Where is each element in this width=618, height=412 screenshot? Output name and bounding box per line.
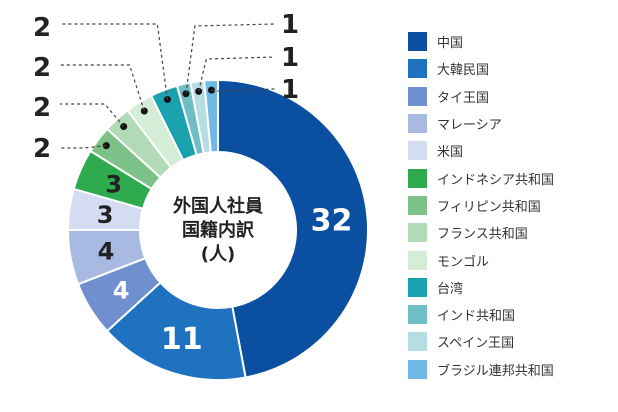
legend-item-7: フィリピン共和国	[408, 192, 613, 219]
legend-label: スペイン王国	[437, 336, 515, 352]
value-label-5: 3	[97, 201, 114, 229]
legend-label: 大韓民国	[437, 63, 490, 79]
value-label-8: 2	[33, 93, 51, 123]
legend-label: 台湾	[437, 281, 464, 297]
slice-13	[203, 78, 219, 154]
legend-item-10: 台湾	[408, 274, 613, 301]
value-label-12: 1	[281, 43, 299, 73]
legend-label: インド共和国	[437, 309, 516, 325]
legend-label: 米国	[437, 145, 464, 161]
legend-swatch	[408, 168, 427, 188]
value-label-2: 11	[161, 322, 203, 357]
donut-slices	[66, 78, 369, 381]
legend-label: ブラジル連邦共和国	[437, 363, 554, 379]
legend-label: フランス共和国	[437, 227, 528, 243]
legend-swatch	[408, 359, 427, 379]
value-label-4: 4	[98, 238, 115, 266]
legend-swatch	[408, 114, 427, 134]
legend-swatch	[408, 195, 427, 215]
leader-line-13	[211, 88, 276, 92]
legend-item-5: 米国	[408, 137, 613, 164]
center-title-line-2: 国籍内訳	[182, 219, 255, 241]
legend-item-2: 大韓民国	[408, 55, 613, 82]
legend-swatch	[408, 141, 427, 161]
legend-swatch	[408, 305, 427, 325]
leader-line-12	[198, 56, 276, 92]
legend-swatch	[408, 332, 427, 352]
legend-label: インドネシア共和国	[437, 172, 555, 188]
value-label-10: 2	[33, 13, 51, 43]
legend-item-11: インド共和国	[408, 301, 613, 328]
legend-label: 中国	[437, 36, 464, 52]
legend-item-12: スペイン王国	[408, 328, 613, 355]
leader-dot-8	[120, 123, 128, 131]
legend-swatch	[408, 86, 427, 106]
value-label-1: 32	[311, 203, 353, 238]
leader-line-7	[60, 145, 107, 149]
leader-line-11	[185, 23, 276, 94]
value-label-9: 2	[33, 53, 51, 83]
value-label-11: 1	[281, 10, 299, 40]
legend-item-1: 中国	[408, 28, 613, 55]
legend-swatch	[408, 250, 427, 270]
legend-swatch	[408, 223, 427, 243]
legend-label: マレーシア	[437, 118, 502, 134]
legend-item-8: フランス共和国	[408, 219, 613, 246]
legend-label: モンゴル	[437, 254, 490, 270]
legend-item-3: タイ王国	[408, 83, 613, 110]
leader-line-10	[60, 23, 169, 100]
legend-item-13: ブラジル連邦共和国	[408, 356, 613, 383]
legend-swatch	[408, 32, 427, 52]
legend-label: タイ王国	[437, 90, 490, 106]
legend: 中国大韓民国タイ王国マレーシア米国インドネシア共和国 フィリピン共和国 フランス共和…	[408, 28, 613, 383]
value-label-6: 3	[105, 171, 122, 199]
value-label-13: 1	[281, 75, 299, 105]
legend-item-4: マレーシア	[408, 110, 613, 137]
value-label-7: 2	[33, 134, 51, 164]
legend-item-6: インドネシア共和国	[408, 164, 613, 191]
legend-item-9: モンゴル	[408, 246, 613, 273]
value-label-3: 4	[113, 277, 130, 305]
slice-1	[217, 78, 369, 379]
legend-swatch	[408, 59, 427, 79]
leader-line-9	[60, 64, 145, 112]
center-title-line-1: 外国人社員	[173, 195, 263, 217]
legend-swatch	[408, 277, 427, 297]
leader-lines	[60, 23, 276, 150]
legend-label: フィリピン共和国	[437, 199, 541, 215]
center-title-line-3: (人)	[201, 244, 235, 265]
